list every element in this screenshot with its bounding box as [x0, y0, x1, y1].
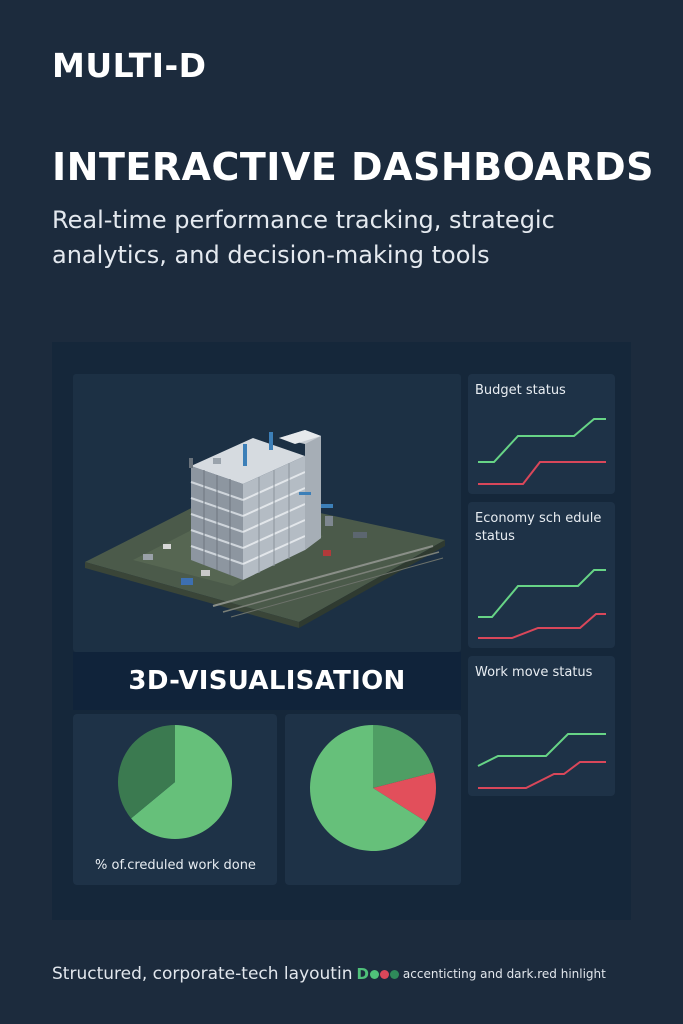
work-move-status-title: Work move status	[475, 665, 593, 680]
visualisation-viewport[interactable]	[73, 374, 461, 652]
pie-card-scheduled-work[interactable]: % of.creduled work done	[73, 714, 277, 885]
pie-slice-1	[373, 772, 436, 822]
pie-chart-progress	[310, 725, 436, 851]
footer-text: Structured, corporate-tech layoutin	[52, 964, 353, 984]
pie-chart-scheduled-work	[118, 725, 232, 839]
page-title: INTERACTIVE DASHBOARDS	[52, 145, 654, 189]
footer-small-text: accenticting and dark.red hinlight	[402, 967, 606, 981]
pie-caption-scheduled-work: % of.creduled work done	[95, 858, 256, 873]
page-subtitle: Real-time performance tracking, strategi…	[52, 203, 652, 273]
building-icon	[85, 430, 445, 628]
work-move-status-card[interactable]: Work move status	[468, 656, 615, 796]
budget-status-title: Budget status	[475, 383, 566, 398]
economy-schedule-sparkline	[478, 569, 606, 639]
color-legend-icon: D	[356, 965, 399, 983]
pie-card-progress[interactable]	[285, 714, 461, 885]
brand-logo: MULTI-D	[52, 46, 207, 85]
pie-slice-0	[373, 725, 435, 788]
pie-slice-1	[118, 725, 175, 819]
subtitle-line-1: Real-time performance tracking, strategi…	[52, 206, 555, 234]
footer-note: Structured, corporate-tech layoutin D ac…	[52, 964, 606, 984]
budget-status-sparkline	[478, 418, 606, 485]
pie-slice-0	[131, 725, 232, 839]
work-move-sparkline	[477, 733, 606, 789]
visualisation-label: 3D-VISUALISATION	[128, 666, 406, 696]
economy-schedule-status-title: Economy sch edule status	[475, 511, 602, 544]
subtitle-line-2: analytics, and decision-making tools	[52, 241, 490, 269]
visualisation-label-bar: 3D-VISUALISATION	[73, 652, 461, 710]
economy-schedule-status-card[interactable]: Economy sch edule status	[468, 502, 615, 648]
budget-status-card[interactable]: Budget status	[468, 374, 615, 494]
pie-slice-2	[310, 725, 427, 851]
